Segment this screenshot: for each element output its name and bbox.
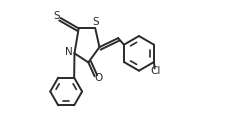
Text: O: O	[94, 73, 102, 83]
Text: S: S	[54, 11, 60, 21]
Text: N: N	[65, 47, 73, 57]
Text: S: S	[92, 17, 99, 27]
Text: Cl: Cl	[150, 66, 160, 76]
